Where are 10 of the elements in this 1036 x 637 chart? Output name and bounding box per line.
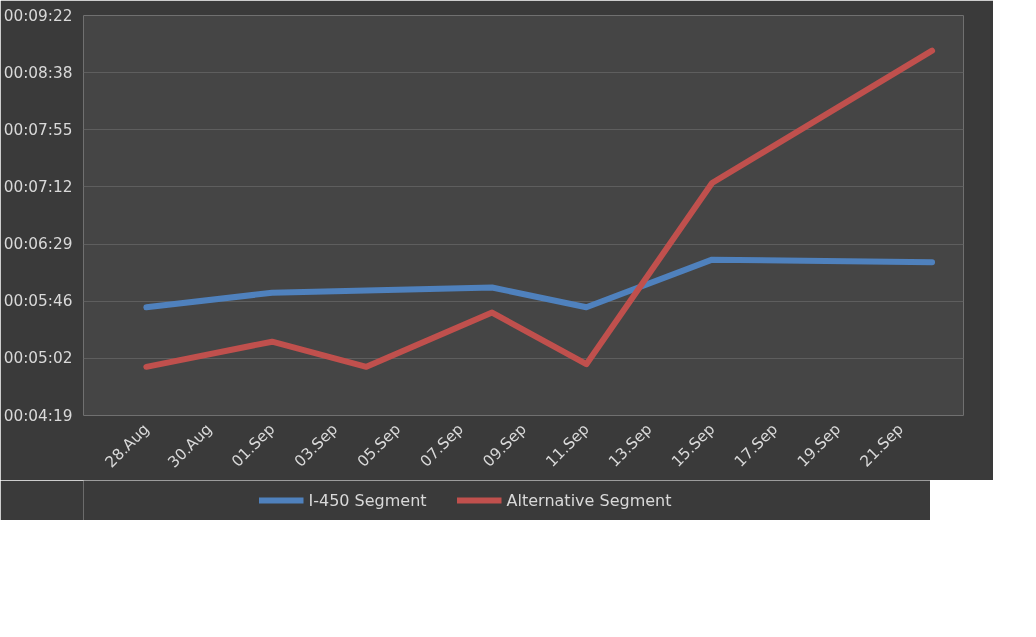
legend-label: Alternative Segment [506, 490, 672, 510]
y-tick-label: 00:08:38 [3, 63, 73, 82]
y-tick-label: 00:06:29 [3, 235, 73, 254]
legend-label: I-450 Segment [308, 490, 427, 510]
y-tick-label: 00:07:12 [3, 177, 73, 196]
y-tick-label: 00:09:22 [3, 6, 73, 25]
y-tick-label: 00:04:19 [3, 406, 73, 425]
y-tick-label: 00:07:55 [3, 120, 73, 139]
y-tick-label: 00:05:46 [3, 292, 73, 311]
y-tick-label: 00:05:02 [3, 349, 73, 368]
